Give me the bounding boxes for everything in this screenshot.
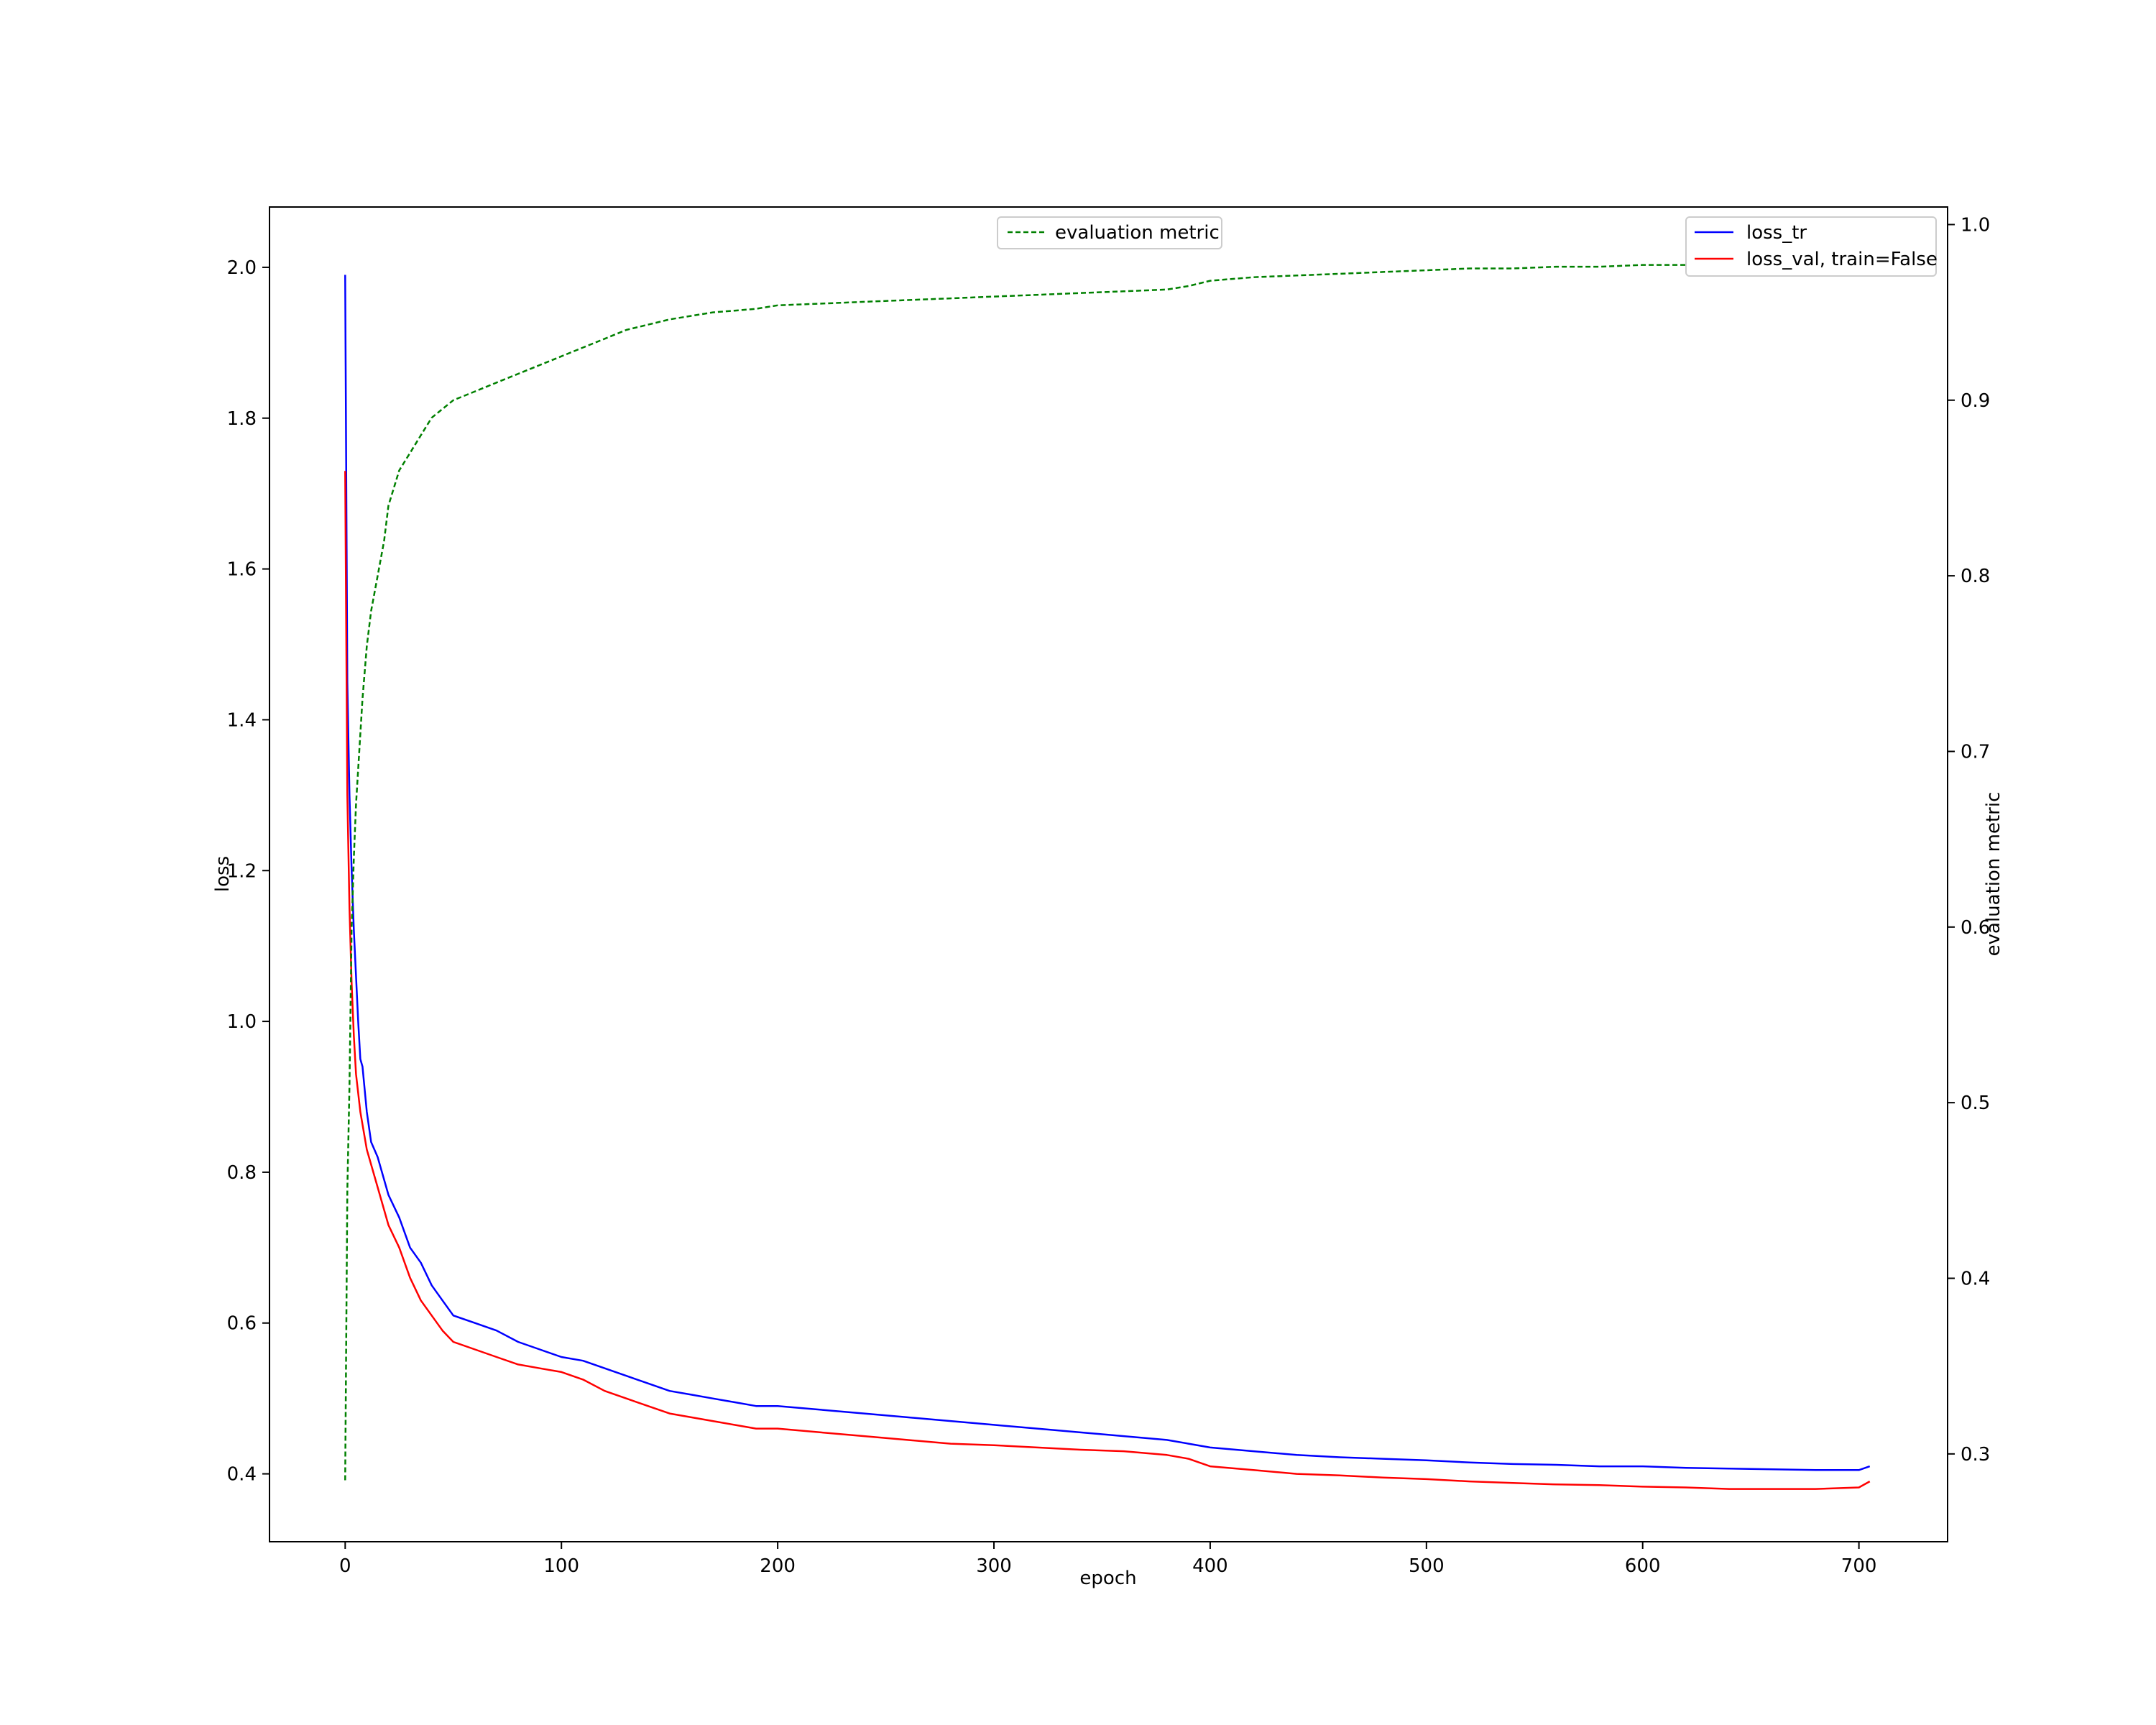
y-right-tick-label: 0.6 xyxy=(1961,917,1990,939)
legend-loss-val-label: loss_val, train=False xyxy=(1746,249,1938,270)
y-left-tick-label: 1.8 xyxy=(227,408,257,430)
y-left-tick-label: 2.0 xyxy=(227,257,257,279)
y-left-tick-label: 1.6 xyxy=(227,559,257,581)
y-right-tick-label: 0.7 xyxy=(1961,741,1990,763)
x-tick-label: 700 xyxy=(1841,1555,1877,1577)
legend-evaluation-box xyxy=(997,216,1222,249)
y-axis-left-label: loss xyxy=(212,856,234,892)
y-left-tick-label: 1.0 xyxy=(227,1011,257,1033)
y-right-tick-label: 1.0 xyxy=(1961,214,1990,236)
x-tick-label: 200 xyxy=(760,1555,796,1577)
legend-loss-box xyxy=(1685,216,1937,277)
series-line-evaluation-metric xyxy=(344,262,1870,1481)
series-line-loss-val-train-false xyxy=(344,471,1871,1490)
x-tick-label: 500 xyxy=(1409,1555,1445,1577)
y-right-tick-label: 0.4 xyxy=(1961,1268,1990,1289)
x-tick-label: 400 xyxy=(1192,1555,1228,1577)
x-tick-label: 600 xyxy=(1625,1555,1661,1577)
y-left-tick-label: 0.6 xyxy=(227,1313,257,1335)
y-right-tick-label: 0.8 xyxy=(1961,566,1990,587)
legend-evaluation: evaluation metric xyxy=(997,216,1222,249)
legend-loss-tr-label: loss_tr xyxy=(1746,222,1807,244)
series-line-loss-tr xyxy=(344,275,1871,1471)
x-tick-label: 300 xyxy=(976,1555,1012,1577)
y-left-tick-label: 0.4 xyxy=(227,1464,257,1486)
x-tick-label: 0 xyxy=(339,1555,351,1577)
y-left-tick-label: 1.2 xyxy=(227,860,257,882)
y-right-tick-label: 0.3 xyxy=(1961,1444,1990,1466)
y-axis-right-ticks: 0.3 0.4 0.5 0.6 0.7 0.8 0.9 1.0 xyxy=(1948,214,1990,1466)
x-axis-label: epoch xyxy=(1079,1568,1136,1589)
y-axis-right-label: evaluation metric xyxy=(1983,792,2004,957)
x-tick-label: 100 xyxy=(543,1555,579,1577)
y-left-tick-label: 0.8 xyxy=(227,1162,257,1184)
plot-frame xyxy=(269,206,1948,1542)
legend-loss: loss_tr loss_val, train=False xyxy=(1685,216,1938,277)
series-layer xyxy=(344,262,1871,1490)
y-right-tick-label: 0.9 xyxy=(1961,390,1990,412)
legend-evaluation-label: evaluation metric xyxy=(1055,222,1220,244)
y-axis-left-ticks: 0.4 0.6 0.8 1.0 1.2 1.4 1.6 1.8 2.0 xyxy=(227,257,270,1486)
y-right-tick-label: 0.5 xyxy=(1961,1092,1990,1114)
y-left-tick-label: 1.4 xyxy=(227,709,257,731)
x-axis-ticks: 0 100 200 300 400 500 600 700 xyxy=(339,1542,1876,1577)
